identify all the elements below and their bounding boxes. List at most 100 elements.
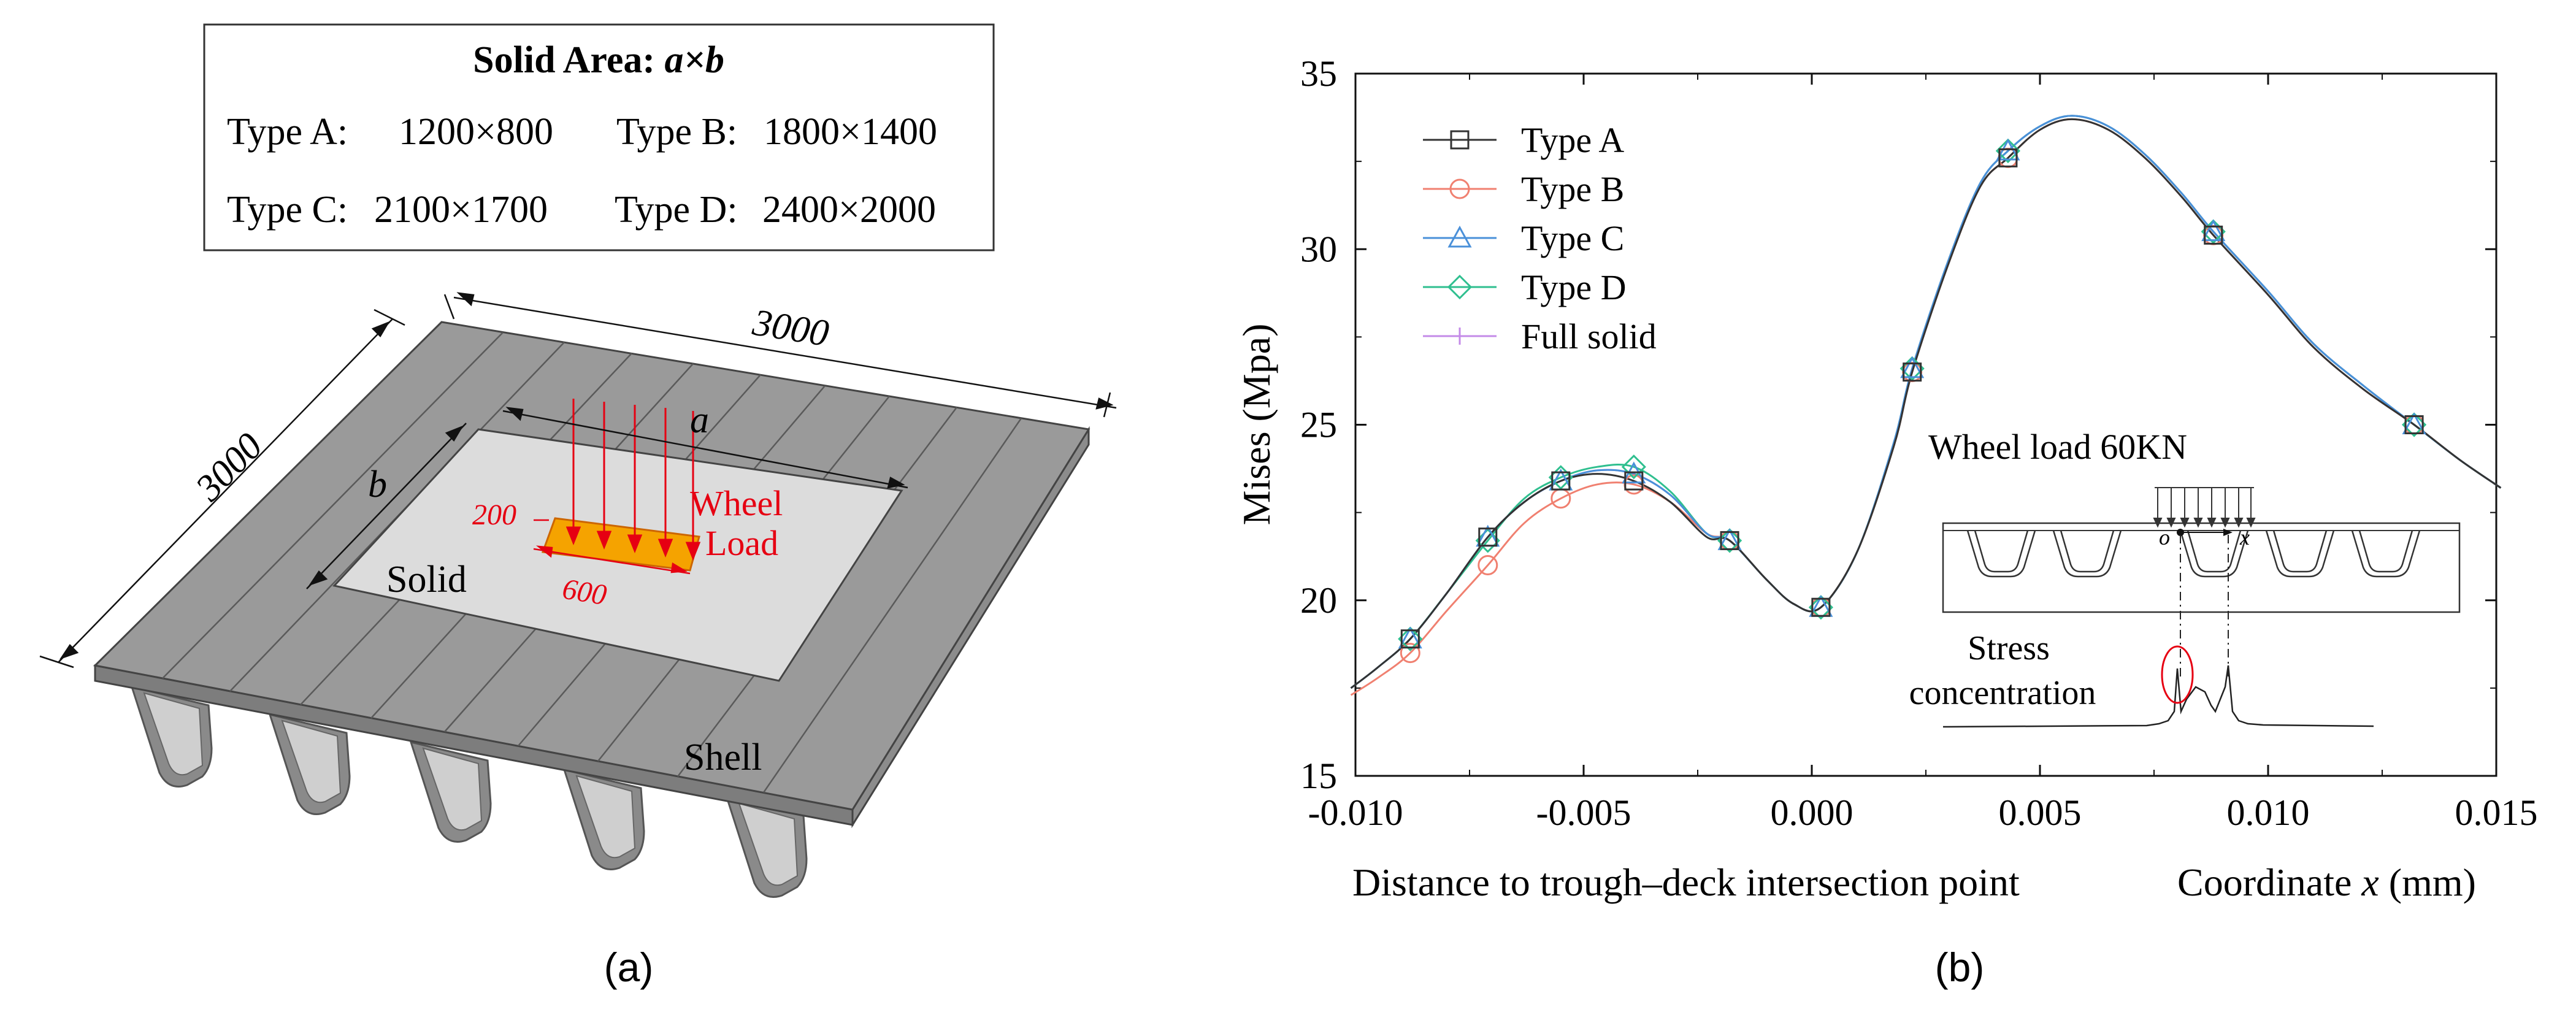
type-b-name: Type B: (616, 111, 737, 153)
legend-marker-type-b (1449, 178, 1470, 199)
load-width-label: 200 (472, 499, 516, 531)
data-point-type-b (1400, 643, 1420, 664)
type-b-size: 1800×1400 (764, 111, 937, 153)
deck-ribs (130, 685, 808, 898)
series-markers (1398, 138, 2427, 664)
y-tick-label: 35 (1300, 53, 1337, 94)
legend-marker-type-a (1450, 130, 1470, 150)
series-line-type-a (1350, 118, 2502, 689)
data-point-type-a (1903, 362, 1922, 382)
x-tick-label: 0.015 (2455, 792, 2538, 833)
type-c-name: Type C: (227, 189, 348, 231)
stress-concentration-circle (2161, 645, 2194, 704)
y-tick-label: 25 (1300, 405, 1337, 445)
data-point-type-a (1400, 629, 1420, 649)
load-label: Load (705, 523, 778, 563)
legend-marker-full-solid (1451, 328, 1468, 345)
legend-label-type-c: Type C (1521, 218, 1624, 258)
legend-label-full-solid: Full solid (1521, 316, 1657, 356)
stress-label-line2: concentration (1909, 674, 2096, 712)
data-point-type-d (1621, 454, 1646, 480)
dim-top-label: 3000 (749, 302, 832, 355)
x-tick-label: 0.010 (2227, 792, 2310, 833)
data-point-type-d (1548, 465, 1573, 490)
panel-a-deck-model: Solid Area: a×b Type A: 1200×800 Type B:… (39, 23, 1117, 990)
legend-label-type-b: Type B (1521, 169, 1624, 209)
legend: Type A Type B Type C Type D Full solid (1423, 120, 1657, 356)
data-point-type-a (1624, 471, 1644, 491)
data-point-type-d (1398, 626, 1423, 651)
type-d-size: 2400×2000 (762, 189, 936, 231)
panel-b-chart: -0.010 -0.005 0.000 0.005 0.010 0.015 15 20 25 3… (1235, 53, 2538, 990)
data-point-type-d (2201, 219, 2226, 244)
type-a-name: Type A: (227, 111, 348, 153)
data-point-type-d (1475, 528, 1500, 553)
y-tick-labels: 15 20 25 30 35 (1300, 53, 1337, 796)
dim-b-label: b (368, 464, 387, 505)
data-point-type-d (1899, 356, 1925, 381)
y-tick-label: 15 (1300, 756, 1337, 796)
data-point-type-d (2401, 412, 2427, 437)
stress-label-line1: Stress (1968, 629, 2050, 667)
type-d-name: Type D: (615, 189, 738, 231)
inset-title: Wheel load 60KN (1928, 427, 2187, 467)
data-point-type-c (1900, 356, 1925, 378)
data-point-type-d (1808, 595, 1834, 620)
x-tick-labels: -0.010 -0.005 0.000 0.005 0.010 0.015 (1308, 792, 2538, 833)
data-point-type-a (2204, 225, 2223, 245)
panel-a-label: (a) (604, 945, 654, 990)
inset-troughs (1966, 530, 2421, 578)
legend-label-type-d: Type D (1521, 267, 1627, 307)
y-tick-label: 30 (1300, 229, 1337, 269)
panel-b-label: (b) (1935, 945, 1985, 990)
x-axis-label-left: Distance to trough–deck intersection poi… (1352, 861, 2020, 904)
data-point-type-a (1551, 471, 1571, 491)
wheel-load-patch (541, 517, 700, 572)
data-point-type-a (1478, 527, 1498, 547)
solid-label: Solid (386, 559, 467, 600)
solid-area-title: Solid Area: (473, 39, 664, 81)
solid-area-box: Solid Area: a×b Type A: 1200×800 Type B:… (203, 23, 995, 251)
y-tick-label: 20 (1300, 580, 1337, 621)
legend-label-type-a: Type A (1521, 120, 1624, 160)
data-point-type-c (2201, 219, 2226, 242)
x-axis-label-right: Coordinate x (mm) (2177, 861, 2476, 904)
inset-projection-lines (2180, 535, 2229, 681)
inset-deck-box (1942, 522, 2461, 613)
svg-text:Solid Area: a×b: Solid Area: a×b (473, 39, 724, 81)
data-point-type-b (1478, 555, 1498, 575)
solid-area-formula: a×b (665, 39, 724, 81)
inset-stress-curve (1942, 665, 2374, 728)
data-point-type-d (1717, 528, 1742, 553)
data-point-type-a (2404, 415, 2424, 434)
dim-left-label: 3000 (187, 425, 270, 509)
data-point-type-a (1998, 148, 2018, 167)
shell-label: Shell (684, 737, 762, 778)
x-axis-label-right-unit: (mm) (2379, 861, 2476, 904)
data-point-type-a (1720, 531, 1739, 550)
x-tick-label: -0.010 (1308, 792, 1403, 833)
wheel-load-arrows (565, 399, 701, 561)
load-length-label: 600 (560, 573, 608, 612)
x-tick-label: 0.000 (1771, 792, 1853, 833)
x-tick-label: 0.005 (1999, 792, 2082, 833)
inset-load-arrows (2153, 487, 2256, 528)
data-point-type-a (1811, 597, 1831, 617)
data-point-type-d (1995, 138, 2021, 164)
dimension-lines (39, 292, 1117, 669)
x-axis-label-right-var: x (2361, 861, 2379, 904)
inset-schematic: Wheel load 60KN (1909, 427, 2461, 728)
x-tick-label: -0.005 (1536, 792, 1631, 833)
wheel-label: Wheel (690, 483, 783, 523)
legend-marker-type-d (1447, 274, 1473, 300)
dim-a-label: a (690, 399, 709, 441)
x-axis-label-right-prefix: Coordinate (2177, 861, 2361, 904)
series-lines (1350, 115, 2502, 696)
type-c-size: 2100×1700 (374, 189, 548, 231)
inset-axis-label: x (2239, 525, 2250, 550)
legend-marker-type-c (1447, 225, 1472, 248)
load-dimension-lines (533, 519, 691, 575)
type-a-size: 1200×800 (399, 111, 553, 153)
y-axis-label: Mises (Mpa) (1235, 324, 1278, 526)
